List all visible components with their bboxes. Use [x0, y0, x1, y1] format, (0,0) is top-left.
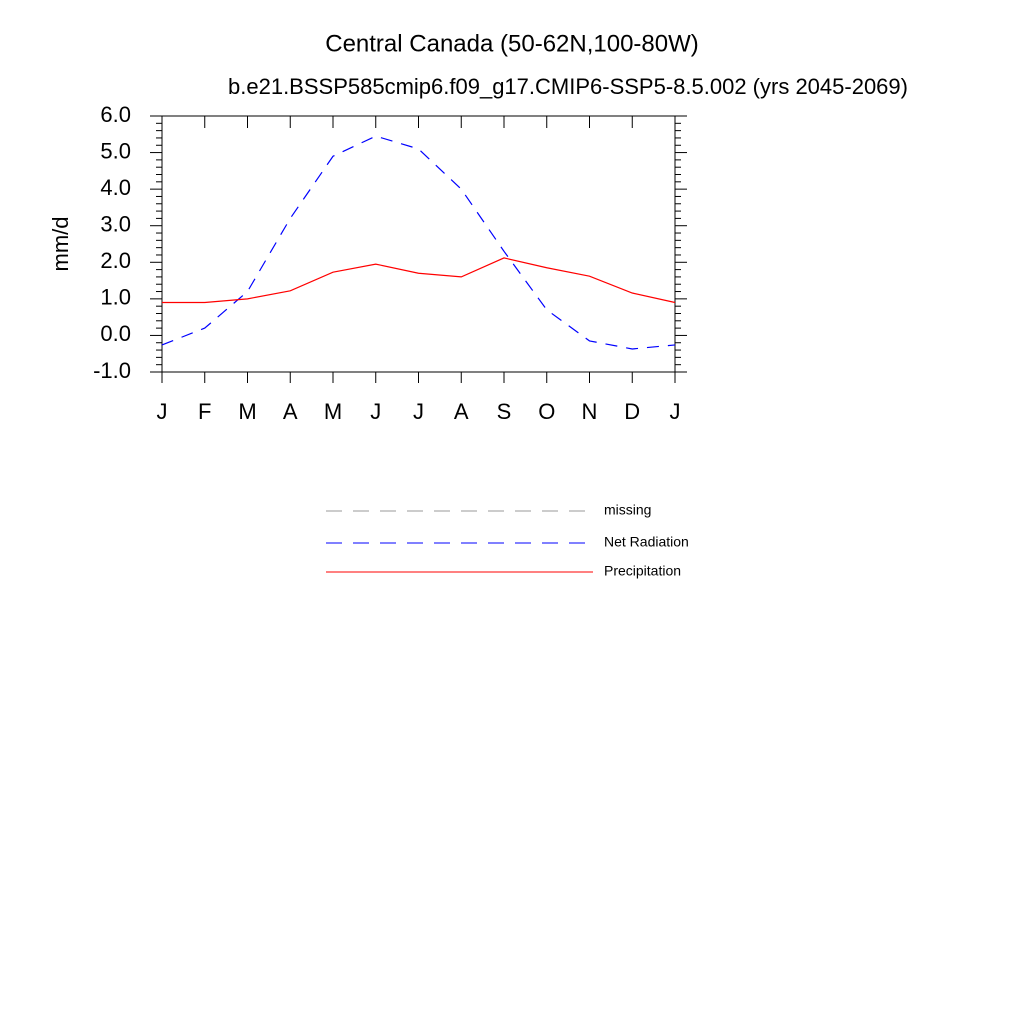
- y-axis-label: mm/d: [48, 217, 73, 272]
- y-tick-label: 2.0: [100, 248, 131, 273]
- y-tick-label: 5.0: [100, 138, 131, 163]
- y-tick-label: 3.0: [100, 212, 131, 237]
- legend-label: Precipitation: [604, 563, 681, 579]
- y-tick-label: 4.0: [100, 175, 131, 200]
- chart-subtitle: b.e21.BSSP585cmip6.f09_g17.CMIP6-SSP5-8.…: [228, 74, 908, 99]
- legend-label: missing: [604, 502, 651, 518]
- chart-title: Central Canada (50-62N,100-80W): [325, 30, 699, 57]
- x-tick-label: J: [157, 399, 168, 424]
- x-tick-label: S: [497, 399, 512, 424]
- x-tick-label: J: [370, 399, 381, 424]
- x-tick-label: A: [283, 399, 298, 424]
- x-tick-label: F: [198, 399, 211, 424]
- legend-label: Net Radiation: [604, 534, 689, 550]
- x-tick-label: J: [413, 399, 424, 424]
- x-tick-label: M: [324, 399, 342, 424]
- y-tick-label: 0.0: [100, 321, 131, 346]
- x-tick-label: J: [670, 399, 681, 424]
- y-tick-label: 6.0: [100, 102, 131, 127]
- x-tick-label: M: [238, 399, 256, 424]
- y-tick-label: -1.0: [93, 358, 131, 383]
- x-tick-label: O: [538, 399, 555, 424]
- series-line: [162, 257, 676, 304]
- x-tick-label: N: [582, 399, 598, 424]
- series-line: [161, 135, 676, 350]
- y-tick-label: 1.0: [100, 285, 131, 310]
- x-tick-label: D: [624, 399, 640, 424]
- x-tick-label: A: [454, 399, 469, 424]
